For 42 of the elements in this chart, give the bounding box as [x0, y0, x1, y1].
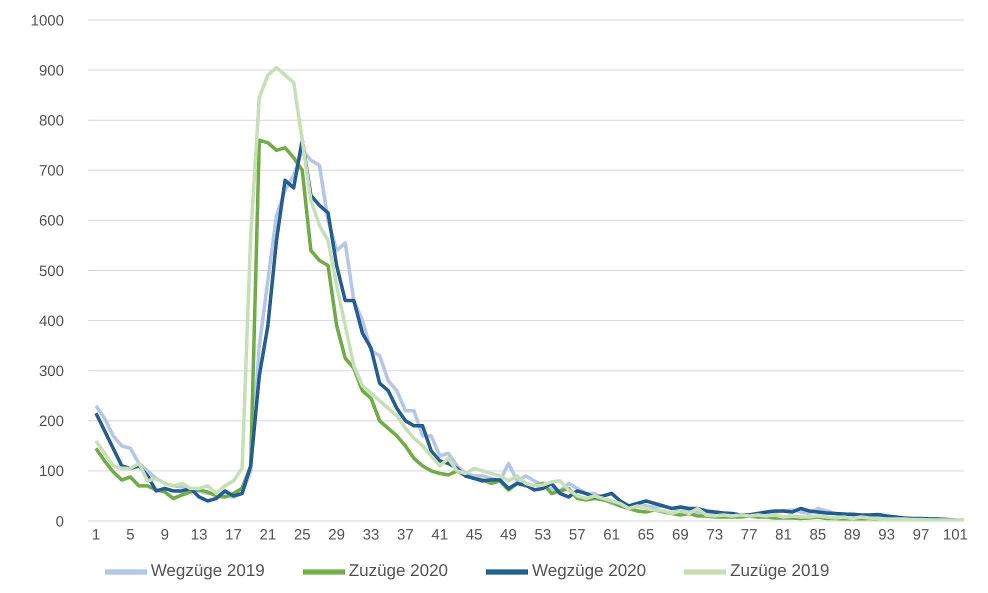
x-tick-label: 21	[260, 526, 276, 544]
y-tick-label: 700	[38, 162, 64, 180]
x-tick-label: 61	[603, 526, 620, 544]
x-tick-label: 33	[362, 526, 380, 544]
x-tick-label: 53	[534, 526, 552, 544]
y-tick-label: 100	[38, 463, 64, 480]
x-tick-label: 13	[190, 526, 208, 544]
x-tick-label: 5	[126, 526, 135, 544]
x-tick-label: 65	[638, 526, 654, 544]
x-tick-label: 45	[466, 526, 482, 544]
x-tick-label: 89	[844, 526, 861, 544]
x-tick-label: 25	[294, 526, 311, 544]
line-series	[94, 66, 966, 521]
y-tick-label: 300	[38, 363, 64, 380]
x-tick-label: 73	[706, 526, 724, 544]
y-tick-label: 200	[38, 413, 64, 430]
x-tick-label: 85	[810, 526, 826, 544]
x-tick-label: 81	[775, 526, 792, 544]
legend-label: Zuzüge 2019	[730, 561, 830, 580]
y-tick-label: 0	[56, 513, 64, 530]
y-tick-label: 800	[38, 112, 64, 130]
legend-label: Wegzüge 2019	[150, 561, 265, 580]
x-tick-label: 37	[397, 526, 414, 544]
x-tick-label: 1	[92, 526, 100, 544]
x-tick-label: 57	[568, 526, 586, 544]
x-tick-label: 29	[328, 526, 345, 544]
x-tick-label: 17	[225, 526, 242, 544]
legend-label: Zuzüge 2020	[348, 561, 448, 580]
legend-label: Wegzüge 2020	[532, 561, 646, 580]
x-tick-label: 41	[431, 526, 448, 544]
x-tick-label: 101	[942, 526, 968, 544]
y-tick-label: 400	[38, 312, 64, 330]
y-tick-label: 600	[38, 212, 64, 230]
y-tick-label: 500	[38, 262, 64, 280]
y-tick-label: 900	[38, 62, 64, 80]
x-tick-label: 69	[672, 526, 689, 544]
x-tick-label: 77	[740, 526, 758, 544]
y-tick-label: 1000	[30, 12, 64, 30]
x-tick-label: 49	[500, 526, 517, 544]
x-tick-label: 9	[160, 526, 169, 544]
x-tick-label: 97	[912, 526, 930, 544]
x-tick-label: 93	[878, 526, 895, 544]
